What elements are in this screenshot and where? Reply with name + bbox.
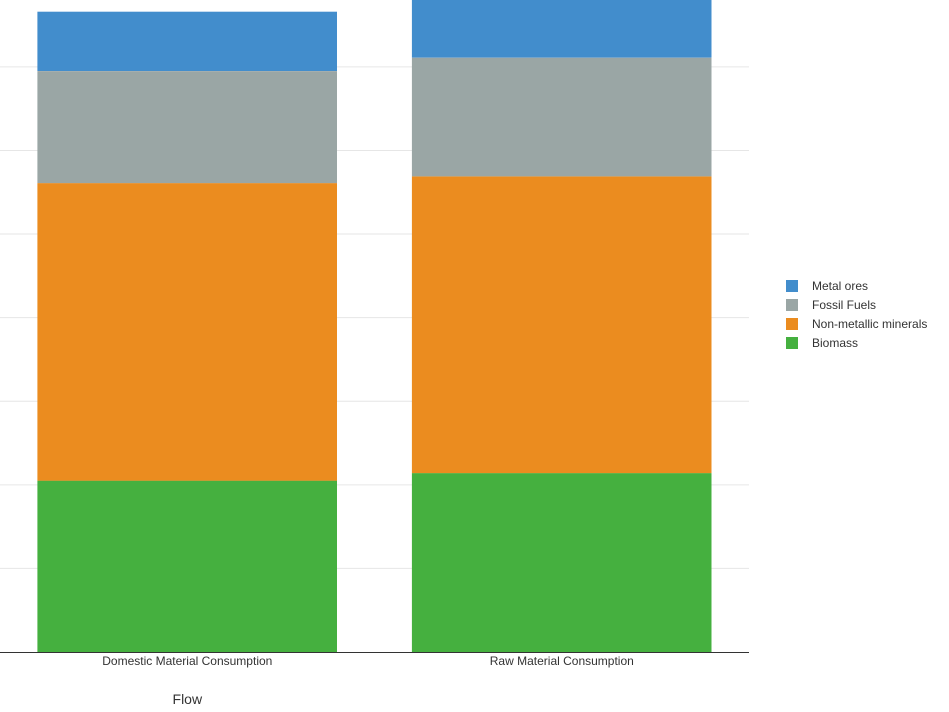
bar-segment-fossil-fuels-raw-material-consumption[interactable] — [411, 57, 712, 177]
legend-swatch-metal-ores[interactable] — [786, 280, 798, 292]
x-tick-label: Domestic Material Consumption — [102, 654, 272, 668]
legend: Metal ores Fossil Fuels Non-metallic miner… — [786, 279, 927, 350]
bar-segment-metal-ores-raw-material-consumption[interactable] — [411, 0, 712, 58]
legend-label-metal-ores[interactable]: Metal ores — [812, 279, 868, 293]
bar-segment-fossil-fuels-domestic-material-consumption[interactable] — [37, 71, 338, 184]
legend-label-biomass[interactable]: Biomass — [812, 336, 858, 350]
bar-segment-metal-ores-domestic-material-consumption[interactable] — [37, 11, 338, 71]
bar-segment-non-metallic-minerals-domestic-material-consumption[interactable] — [37, 183, 338, 481]
bars — [37, 0, 712, 652]
x-tick-labels: Domestic Material Consumption Raw Materia… — [102, 654, 634, 668]
legend-swatch-fossil-fuels[interactable] — [786, 299, 798, 311]
bar-segment-biomass-raw-material-consumption[interactable] — [411, 473, 712, 652]
x-axis-title: Flow — [173, 691, 203, 707]
legend-swatch-non-metallic-minerals[interactable] — [786, 318, 798, 330]
bar-segment-biomass-domestic-material-consumption[interactable] — [37, 480, 338, 652]
legend-label-non-metallic-minerals[interactable]: Non-metallic minerals — [812, 317, 927, 331]
legend-label-fossil-fuels[interactable]: Fossil Fuels — [812, 298, 876, 312]
x-tick-label: Raw Material Consumption — [490, 654, 634, 668]
bar-segment-non-metallic-minerals-raw-material-consumption[interactable] — [411, 176, 712, 474]
legend-swatch-biomass[interactable] — [786, 337, 798, 349]
